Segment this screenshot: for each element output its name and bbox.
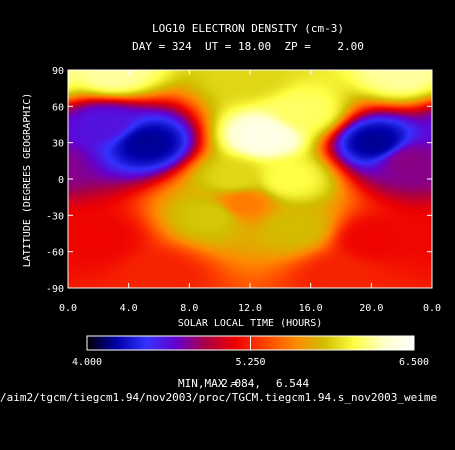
chart-subtitle: DAY = 324 UT = 18.00 ZP = 2.00 [132,40,364,53]
colorbar-tick-label: 6.500 [399,357,429,368]
colorbar-tick-label: 4.000 [72,357,102,368]
min-value: 2.084, [221,377,261,390]
colorbar-tick-label: 5.250 [235,357,265,368]
x-tick-label: 8.0 [180,303,198,314]
x-tick-label: 16.0 [299,303,323,314]
minmax-label: MIN,MAX = [178,377,238,390]
plot-area [67,69,433,289]
heatmap-field [68,70,432,288]
file-path: /aim2/tgcm/tiegcm1.94/nov2003/proc/TGCM.… [0,391,437,404]
y-axis-label: LATITUDE (DEGREES GEOGRAPHIC) [22,93,33,268]
x-tick-label: 12.0 [238,303,262,314]
y-tick-label: -60 [46,248,64,259]
x-tick-label: 0.0 [59,303,77,314]
x-axis: 0.0 4.0 8.0 12.0 16.0 20.0 0.0 [59,70,441,314]
max-value: 6.544 [276,377,309,390]
y-tick-label: -90 [46,284,64,295]
y-tick-label: 0 [58,175,64,186]
y-tick-label: -30 [46,211,64,222]
colorbar: 4.000 5.250 6.500 [72,335,429,368]
x-tick-label: 0.0 [423,303,441,314]
x-tick-label: 20.0 [359,303,383,314]
y-tick-label: 30 [52,139,64,150]
y-axis: 90 60 30 0 -30 -60 -90 [46,66,432,295]
chart-title: LOG10 ELECTRON DENSITY (cm-3) [152,22,344,35]
y-tick-label: 90 [52,66,64,77]
y-tick-label: 60 [52,102,64,113]
colorbar-ticks: 4.000 5.250 6.500 [72,336,429,368]
x-axis-label: SOLAR LOCAL TIME (HOURS) [178,318,323,329]
x-tick-label: 4.0 [120,303,138,314]
